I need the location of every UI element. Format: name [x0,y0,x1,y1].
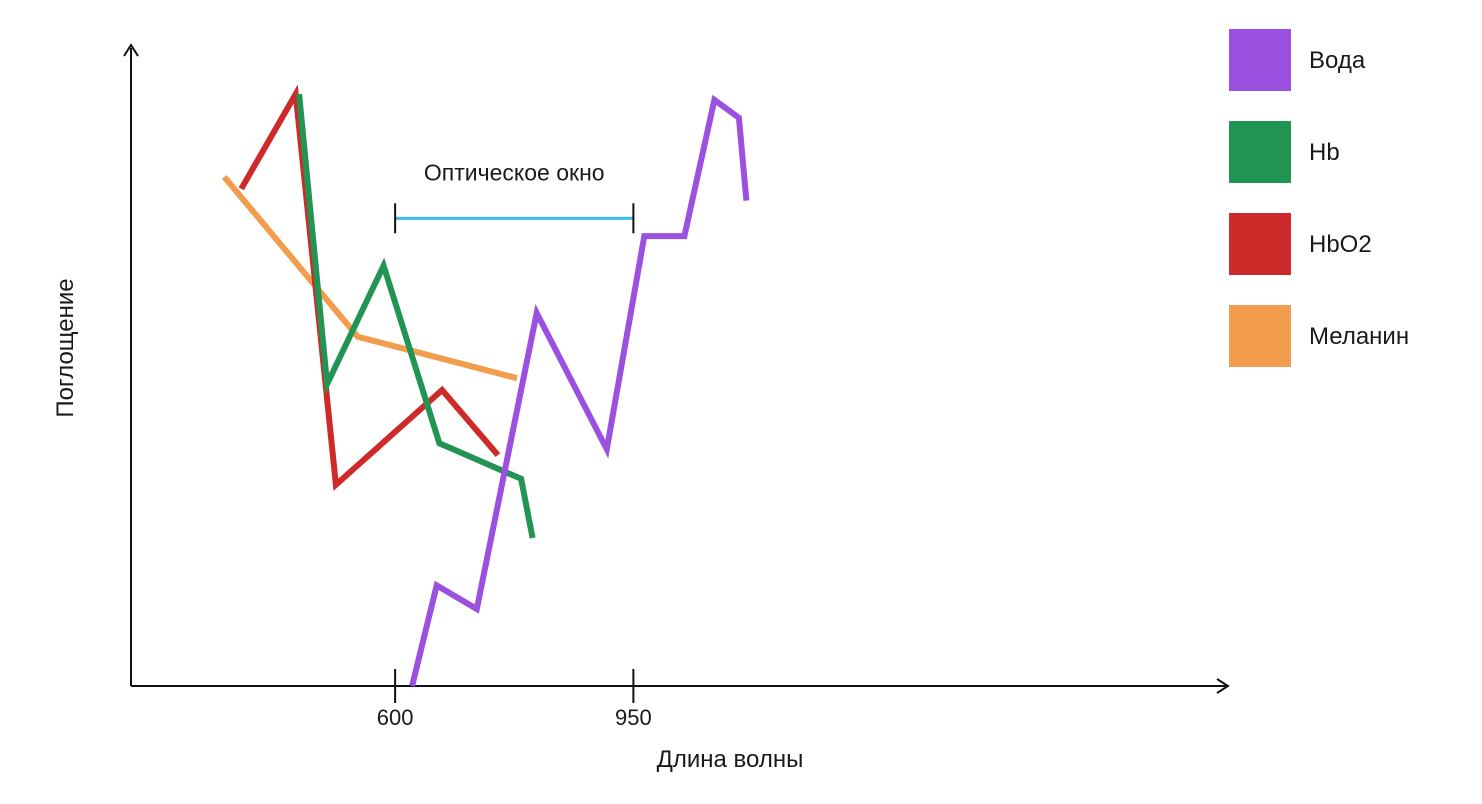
legend-label-hb: Hb [1309,139,1340,166]
y-axis-title: Поглощение [52,278,79,417]
series-line-water [409,94,750,687]
legend-label-hbo2: HbO2 [1309,231,1372,258]
x-axis-title: Длина волны [657,746,804,773]
x-tick-label: 600 [377,705,414,730]
optical-window-label: Оптическое окно [424,159,605,185]
x-tick-label: 950 [615,705,652,730]
x-ticks: 600 950 [377,669,652,730]
series-line-melanin [221,174,518,382]
series-line-hb [296,93,536,539]
optical-window-annotation: Оптическое окно [394,159,635,234]
legend-swatch-melanin [1229,305,1291,367]
series-line-hbo2 [238,84,501,491]
series-layer [221,84,750,687]
legend: Вода Hb HbO2 Меланин [1229,29,1409,367]
legend-label-water: Вода [1309,47,1366,74]
legend-swatch-hb [1229,121,1291,183]
axes [123,43,1230,694]
legend-swatch-hbo2 [1229,213,1291,275]
legend-swatch-water [1229,29,1291,91]
x-axis-arrowhead [1216,678,1230,694]
legend-label-melanin: Меланин [1309,323,1409,350]
y-axis-arrowhead [123,43,139,57]
